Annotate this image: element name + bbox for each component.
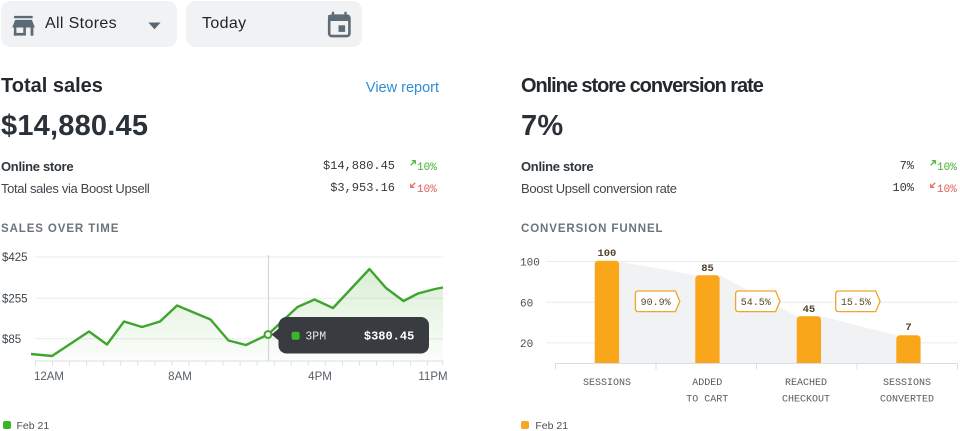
svg-text:$425: $425 bbox=[2, 252, 28, 264]
svg-text:REACHED: REACHED bbox=[785, 378, 827, 389]
svg-text:20: 20 bbox=[520, 339, 533, 351]
svg-text:45: 45 bbox=[803, 304, 816, 316]
svg-text:90.9%: 90.9% bbox=[641, 298, 671, 309]
svg-text:60: 60 bbox=[520, 298, 533, 310]
svg-text:TO CART: TO CART bbox=[686, 395, 728, 406]
svg-text:100: 100 bbox=[597, 248, 616, 260]
svg-text:$380.45: $380.45 bbox=[364, 330, 414, 344]
svg-text:100: 100 bbox=[520, 258, 540, 270]
svg-text:ADDED: ADDED bbox=[692, 378, 722, 389]
svg-text:12AM: 12AM bbox=[34, 371, 64, 383]
svg-text:4PM: 4PM bbox=[308, 371, 332, 383]
svg-text:85: 85 bbox=[701, 263, 714, 275]
svg-text:$85: $85 bbox=[2, 334, 21, 346]
svg-text:8AM: 8AM bbox=[168, 371, 192, 383]
svg-text:7: 7 bbox=[905, 322, 911, 334]
svg-text:CHECKOUT: CHECKOUT bbox=[782, 395, 830, 406]
svg-text:SESSIONS: SESSIONS bbox=[883, 378, 931, 389]
svg-text:3PM: 3PM bbox=[305, 331, 326, 344]
svg-text:11PM: 11PM bbox=[418, 371, 447, 383]
svg-text:CONVERTED: CONVERTED bbox=[880, 395, 934, 406]
svg-text:54.5%: 54.5% bbox=[741, 298, 771, 309]
svg-text:SESSIONS: SESSIONS bbox=[583, 378, 631, 389]
svg-text:$255: $255 bbox=[2, 293, 28, 305]
svg-text:15.5%: 15.5% bbox=[841, 298, 871, 309]
